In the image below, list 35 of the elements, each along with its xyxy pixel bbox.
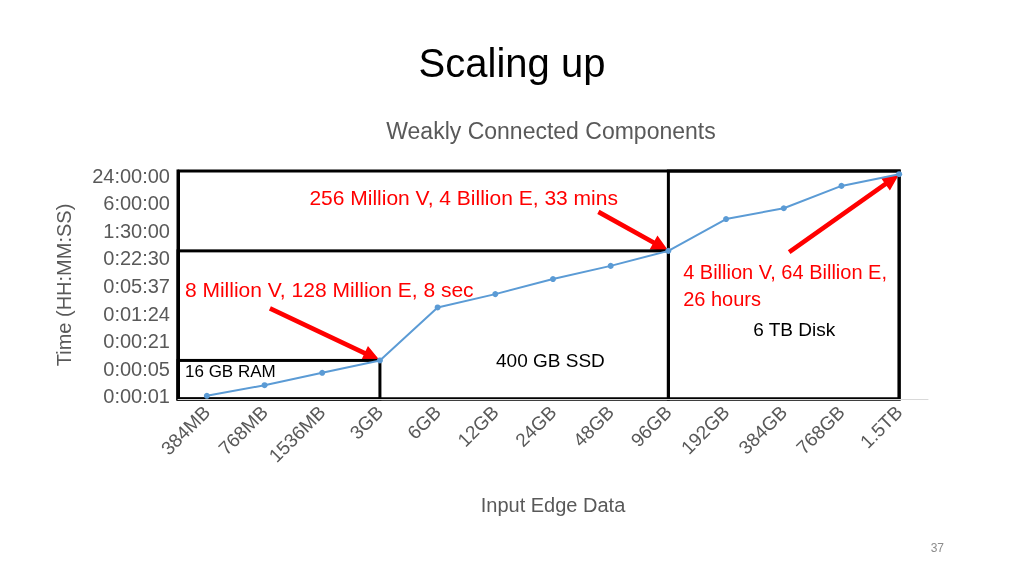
point — [319, 369, 326, 376]
annotation: 400 GB SSD — [495, 349, 605, 371]
y-tick-label: 1:30:00 — [103, 219, 170, 242]
y-tick-label: 0:00:01 — [103, 385, 170, 408]
y-tick-label: 0:00:21 — [103, 330, 170, 353]
y-tick-label: 24:00:00 — [92, 164, 170, 187]
point — [780, 205, 787, 212]
y-tick-label: 0:01:24 — [103, 302, 170, 325]
point — [550, 276, 556, 283]
y-tick-label: 0:22:30 — [103, 247, 170, 270]
annotation: 16 GB RAM — [185, 362, 276, 382]
point — [723, 216, 730, 223]
annotation: 4 Billion V, 64 Billion E, 26 hours — [683, 260, 893, 310]
x-tick-label: 3GB — [345, 401, 388, 444]
chart-subtitle: Weakly Connected Components — [386, 117, 716, 144]
point — [203, 392, 210, 399]
text: 37 — [930, 541, 945, 555]
y-axis-title: Time (HH:MM:SS) — [53, 203, 75, 367]
point — [492, 291, 499, 298]
point — [896, 171, 903, 178]
chart-title: Scaling up — [418, 41, 606, 85]
y-tick-label: 0:00:05 — [103, 357, 170, 380]
x-tick-label: 6GB — [403, 401, 446, 444]
point — [434, 304, 441, 311]
x-axis-title: Input Edge Data — [480, 494, 627, 516]
annotation: 6 TB Disk — [753, 318, 836, 340]
point — [838, 182, 845, 189]
point — [261, 382, 268, 389]
annotation: 256 Million V, 4 Billion E, 33 mins — [309, 185, 618, 209]
point — [376, 357, 383, 364]
point — [607, 262, 614, 269]
point — [665, 247, 672, 254]
y-tick-label: 0:05:37 — [103, 275, 170, 298]
y-tick-label: 6:00:00 — [103, 192, 170, 215]
annotation: 8 Million V, 128 Million E, 8 sec — [184, 278, 474, 302]
